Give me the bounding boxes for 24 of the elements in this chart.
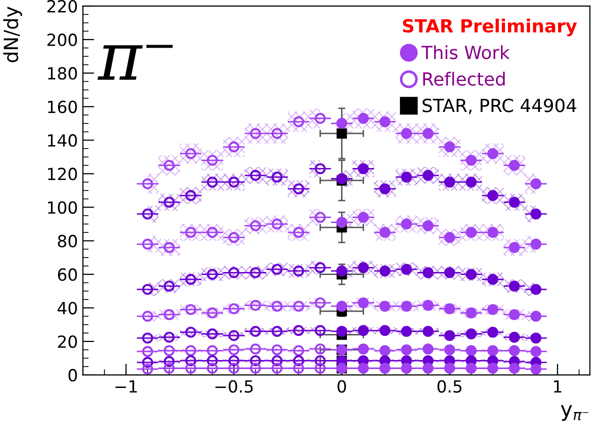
y-tick-label: 180 [48,67,77,80]
x-axis-title: y$_{π⁻}$ [560,405,588,421]
x-tick-label: −1 [116,380,137,392]
y-tick-label: 40 [58,302,77,314]
x-tick-label: 0.5 [437,380,462,393]
y-tick-label: 80 [58,234,77,248]
y-tick-label: 100 [48,201,77,214]
legend-label: Reflected [423,72,505,86]
legend-label: STAR, PRC 44904 [422,98,576,114]
y-axis-title: dN/dy [3,6,22,62]
legend-title: STAR Preliminary [402,18,577,36]
x-tick-label: −0.5 [215,380,253,393]
y-tick-label: 140 [48,134,77,147]
x-tick-label: 1 [554,380,562,392]
legend-label: This Work [421,45,510,60]
y-tick-label: 200 [47,34,77,46]
y-tick-label: 160 [48,100,77,114]
y-tick-label: 0 [68,368,77,382]
y-tick-label: 20 [58,335,77,348]
x-tick-label: 0 [338,380,346,393]
y-tick-label: 120 [48,168,77,180]
y-tick-label: 60 [58,268,77,281]
y-tick-label: 220 [47,0,77,13]
annotation: π⁻ [98,44,173,80]
